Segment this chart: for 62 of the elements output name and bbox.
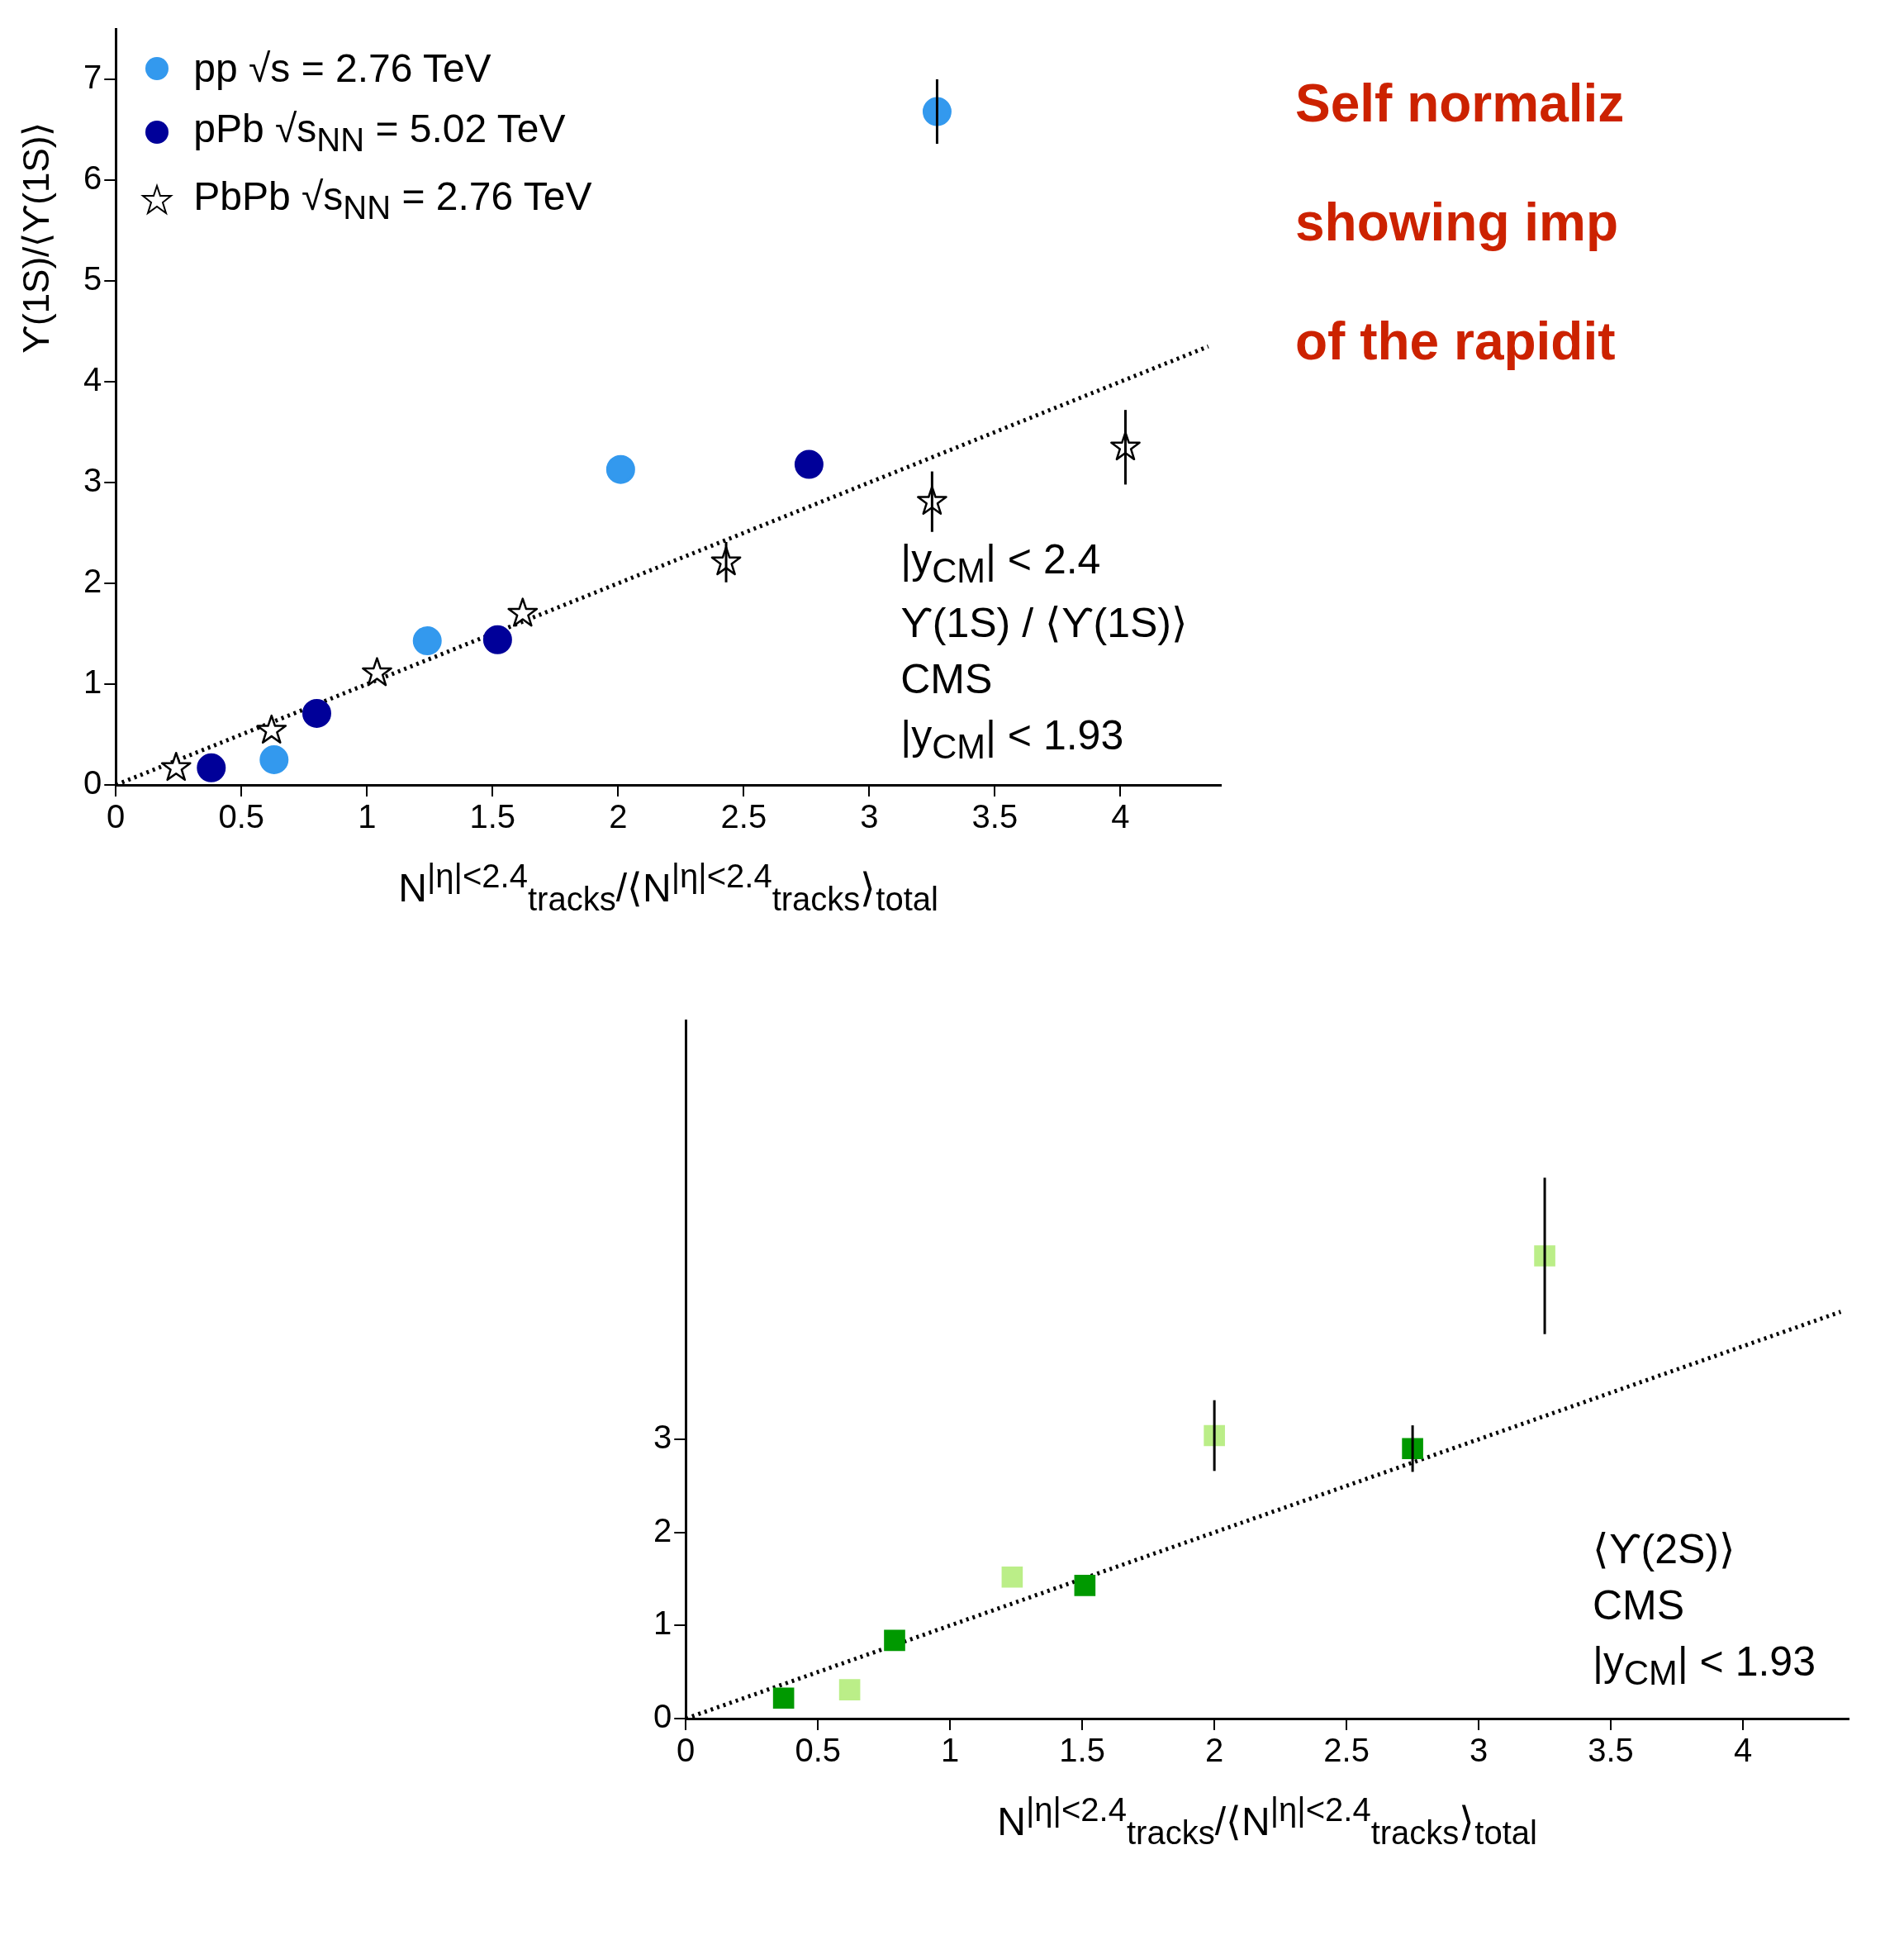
x-tick-label: 0 [677, 1732, 696, 1769]
x-tick-label: 3.5 [1588, 1732, 1634, 1769]
x-tick-label: 0.5 [218, 798, 265, 835]
x-tick-label: 1.5 [469, 798, 516, 835]
point [197, 753, 226, 782]
x-tick-label: 0 [107, 798, 126, 835]
point [482, 625, 512, 654]
point [259, 745, 289, 774]
legend-label: pPb √s$_{NN}$ = 5.02 TeV [193, 106, 566, 159]
y-tick-label: 3 [83, 462, 102, 499]
annotation: |y$_{CM}$| < 1.93 [1592, 1638, 1816, 1693]
point [1001, 1566, 1023, 1588]
x-tick-label: 2 [1205, 1732, 1224, 1769]
x-tick-label: 0.5 [795, 1732, 842, 1769]
annotation: CMS [1592, 1581, 1685, 1629]
legend-label: pp √s = 2.76 TeV [193, 45, 491, 91]
annotation: ⟨ϒ(2S)⟩ [1592, 1525, 1736, 1573]
y-tick-label: 3 [653, 1419, 672, 1456]
x-tick-label: 2.5 [1323, 1732, 1370, 1769]
point [507, 597, 539, 627]
x-tick-label: 4 [1111, 798, 1130, 835]
annotation: CMS [900, 655, 994, 703]
y-tick-label: 4 [83, 361, 102, 398]
y-tick-label: 0 [653, 1698, 672, 1735]
text: of the rapidit [1295, 311, 1617, 372]
x-axis-title: N$^{|η|<2.4}$$_{tracks}$/⟨N$^{|η|<2.4}$$_{tracks}$⟩$_{total}$ [996, 1791, 1538, 1852]
x-tick-label: 1.5 [1059, 1732, 1105, 1769]
y-tick-label: 2 [83, 563, 102, 600]
x-tick-label: 1 [358, 798, 377, 835]
x-tick-label: 4 [1733, 1732, 1753, 1769]
x-axis-title: N$^{|η|<2.4}$$_{tracks}$/⟨N$^{|η|<2.4}$$_{tracks}$⟩$_{total}$ [397, 858, 939, 918]
point [412, 626, 442, 656]
x-tick-label: 3 [860, 798, 879, 835]
point [362, 657, 392, 687]
point [794, 449, 824, 479]
x-tick-label: 3.5 [971, 798, 1018, 835]
annotation: ϒ(1S) / ⟨ϒ(1S)⟩ [900, 599, 1188, 647]
legend-label: PbPb √s$_{NN}$ = 2.76 TeV [193, 173, 592, 226]
annotation: |y$_{CM}$| < 1.93 [900, 711, 1125, 767]
point [160, 752, 192, 782]
y-tick-label: 6 [83, 159, 102, 197]
annotation: |y$_{CM}$| < 2.4 [900, 535, 1102, 591]
y-tick-label: 7 [83, 59, 102, 96]
y-tick-label: 1 [653, 1605, 672, 1642]
point [1074, 1575, 1096, 1596]
point [838, 1679, 861, 1700]
point [884, 1629, 905, 1652]
point [302, 698, 331, 728]
x-tick-label: 2.5 [720, 798, 767, 835]
text: Self normaliz [1295, 73, 1626, 134]
x-tick-label: 2 [609, 798, 628, 835]
y-tick-label: 5 [83, 260, 102, 297]
y-tick-label: 0 [83, 764, 102, 801]
y-tick-label: 1 [83, 663, 102, 701]
text: showing imp [1295, 192, 1620, 253]
x-tick-label: 3 [1469, 1732, 1489, 1769]
point [605, 454, 635, 484]
point [772, 1687, 795, 1709]
y-tick-label: 2 [653, 1511, 672, 1548]
y-axis-title: ϒ(1S)/⟨ϒ(1S)⟩ [15, 121, 57, 354]
point [256, 714, 287, 744]
x-tick-label: 1 [941, 1732, 960, 1769]
